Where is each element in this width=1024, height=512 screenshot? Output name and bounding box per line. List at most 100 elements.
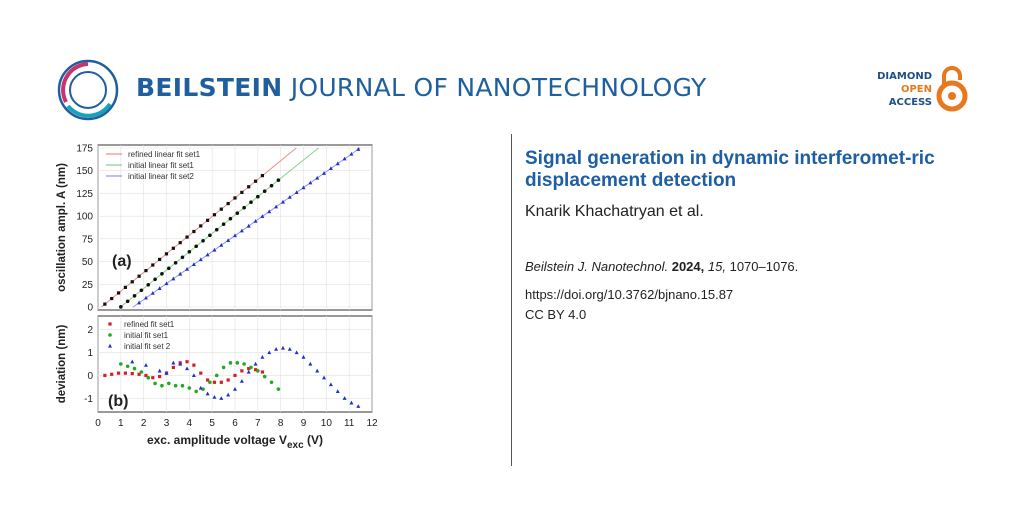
- panel-a-data-point: [178, 271, 183, 276]
- panel-b-data-point: [194, 389, 198, 394]
- panel-a-data-point: [171, 246, 175, 250]
- panel-a-data-point: [253, 179, 258, 183]
- panel-b-data-point: [199, 371, 203, 375]
- panel-a-data-point: [160, 271, 164, 276]
- oa-open: OPEN: [900, 84, 932, 95]
- panel-b-legend-marker: [108, 322, 112, 326]
- citation-year: 2024,: [671, 259, 705, 274]
- panel-a-ytick-label: 125: [76, 189, 93, 200]
- panel-b-data-point: [212, 394, 217, 399]
- article-authors: Knarik Khachatryan et al.: [525, 203, 704, 220]
- panel-a-data-point: [247, 185, 251, 189]
- journal-title-rest: JOURNAL OF NANOTECHNOLOGY: [290, 73, 707, 102]
- panel-b-xtick-label: 8: [278, 418, 284, 429]
- journal-title-bold: BEILSTEIN: [136, 73, 283, 102]
- panel-b-data-point: [322, 375, 327, 380]
- panel-b-xtick-label: 12: [366, 418, 378, 429]
- panel-a-data-point: [260, 174, 264, 178]
- open-access-lock-icon: [936, 66, 968, 112]
- panel-a-data-point: [235, 211, 240, 216]
- panel-a-data-point: [146, 282, 151, 287]
- panel-a-data-point: [249, 200, 253, 205]
- panel-a-data-point: [315, 175, 320, 180]
- panel-b-xtick-label: 0: [95, 418, 101, 429]
- panel-b-data-point: [221, 365, 226, 370]
- panel-b-xtick-label: 10: [321, 418, 333, 429]
- panel-a-data-point: [158, 257, 162, 262]
- panel-b-data-point: [274, 346, 279, 351]
- journal-title: BEILSTEIN JOURNAL OF NANOTECHNOLOGY: [136, 73, 707, 102]
- panel-b-data-point: [349, 400, 354, 405]
- panel-a-data-point: [212, 213, 217, 217]
- panel-b-data-point: [276, 387, 281, 391]
- panel-b-data-point: [247, 366, 251, 371]
- panel-a-data-point: [308, 180, 313, 185]
- panel-a-data-point: [199, 224, 203, 228]
- panel-a-data-point: [349, 151, 354, 156]
- license: CC BY 4.0: [525, 307, 587, 322]
- panel-a-data-point: [206, 218, 210, 222]
- panel-a-data-point: [214, 227, 219, 232]
- panel-a-data-point: [157, 286, 162, 290]
- panel-a-data-point: [260, 214, 265, 218]
- panel-a-ytick-label: 75: [82, 234, 94, 245]
- panel-b-data-point: [164, 370, 169, 375]
- panel-a-data-point: [240, 190, 244, 194]
- panel-b-data-point: [315, 368, 320, 373]
- panel-a-data-point: [166, 266, 171, 271]
- panel-b-data-point: [139, 370, 144, 374]
- panel-b-data-point: [144, 373, 148, 378]
- panel-a-data-point: [110, 296, 114, 301]
- article-citation: Beilstein J. Nanotechnol. 2024, 15, 1070…: [525, 259, 798, 274]
- panel-b-data-point: [185, 360, 189, 364]
- panel-b-data-point: [308, 361, 313, 366]
- panel-b-data-point: [110, 372, 114, 376]
- panel-a-data-point: [208, 233, 212, 238]
- panel-b-data-point: [219, 396, 224, 400]
- panel-b-data-point: [192, 363, 196, 367]
- panel-b-data-point: [240, 369, 244, 373]
- panel-a-data-point: [130, 280, 134, 284]
- panel-b-data-point: [187, 386, 192, 390]
- panel-a-data-point: [164, 281, 169, 286]
- doi-link[interactable]: https://doi.org/10.3762/bjnano.15.87: [525, 287, 734, 302]
- panel-b-data-point: [249, 365, 253, 370]
- panel-b-xtick-label: 6: [232, 418, 238, 429]
- panel-b-data-point: [198, 385, 203, 390]
- panel-b-label: (b): [108, 393, 128, 410]
- panel-a-data-point: [137, 300, 142, 305]
- panel-b-data-point: [137, 372, 141, 376]
- panel-a-legend-label: refined linear fit set1: [128, 150, 201, 159]
- panel-b-data-point: [342, 396, 347, 400]
- panel-a-legend-label: initial linear fit set2: [128, 172, 194, 181]
- panel-b-legend-label: initial fit set 2: [124, 342, 171, 351]
- panel-b-xtick-label: 3: [164, 418, 170, 429]
- article-title[interactable]: Signal generation in dynamic interferome…: [525, 148, 935, 191]
- panel-b-data-point: [301, 354, 306, 359]
- panel-a-data-point: [212, 247, 217, 252]
- panel-b-data-point: [180, 383, 185, 388]
- panel-a-data-point: [132, 294, 137, 298]
- panel-a-data-point: [287, 195, 292, 199]
- panel-a-label: (a): [112, 253, 132, 270]
- panel-a-data-point: [191, 262, 196, 266]
- panel-b-data-point: [191, 373, 196, 378]
- panel-b-data-point: [185, 366, 190, 371]
- panel-b-data-point: [253, 368, 258, 372]
- panel-b-data-point: [214, 373, 219, 378]
- panel-b-data-point: [287, 346, 292, 351]
- panel-b-data-point: [130, 372, 134, 376]
- panel-a-data-point: [192, 229, 196, 234]
- panel-b-data-point: [143, 362, 148, 367]
- panel-b-data-point: [253, 361, 258, 366]
- panel-b-data-point: [130, 359, 135, 364]
- panel-b-ytick-label: 0: [87, 371, 93, 382]
- panel-a-data-point: [242, 205, 246, 210]
- panel-a-data-point: [233, 196, 237, 200]
- panel-b-data-point: [160, 383, 164, 388]
- panel-b-data-point: [157, 368, 162, 373]
- panel-b-ylabel: deviation (nm): [56, 325, 68, 404]
- panel-a-data-point: [153, 277, 157, 282]
- panel-a-ytick-label: 0: [87, 303, 93, 314]
- panel-a-data-point: [119, 305, 123, 309]
